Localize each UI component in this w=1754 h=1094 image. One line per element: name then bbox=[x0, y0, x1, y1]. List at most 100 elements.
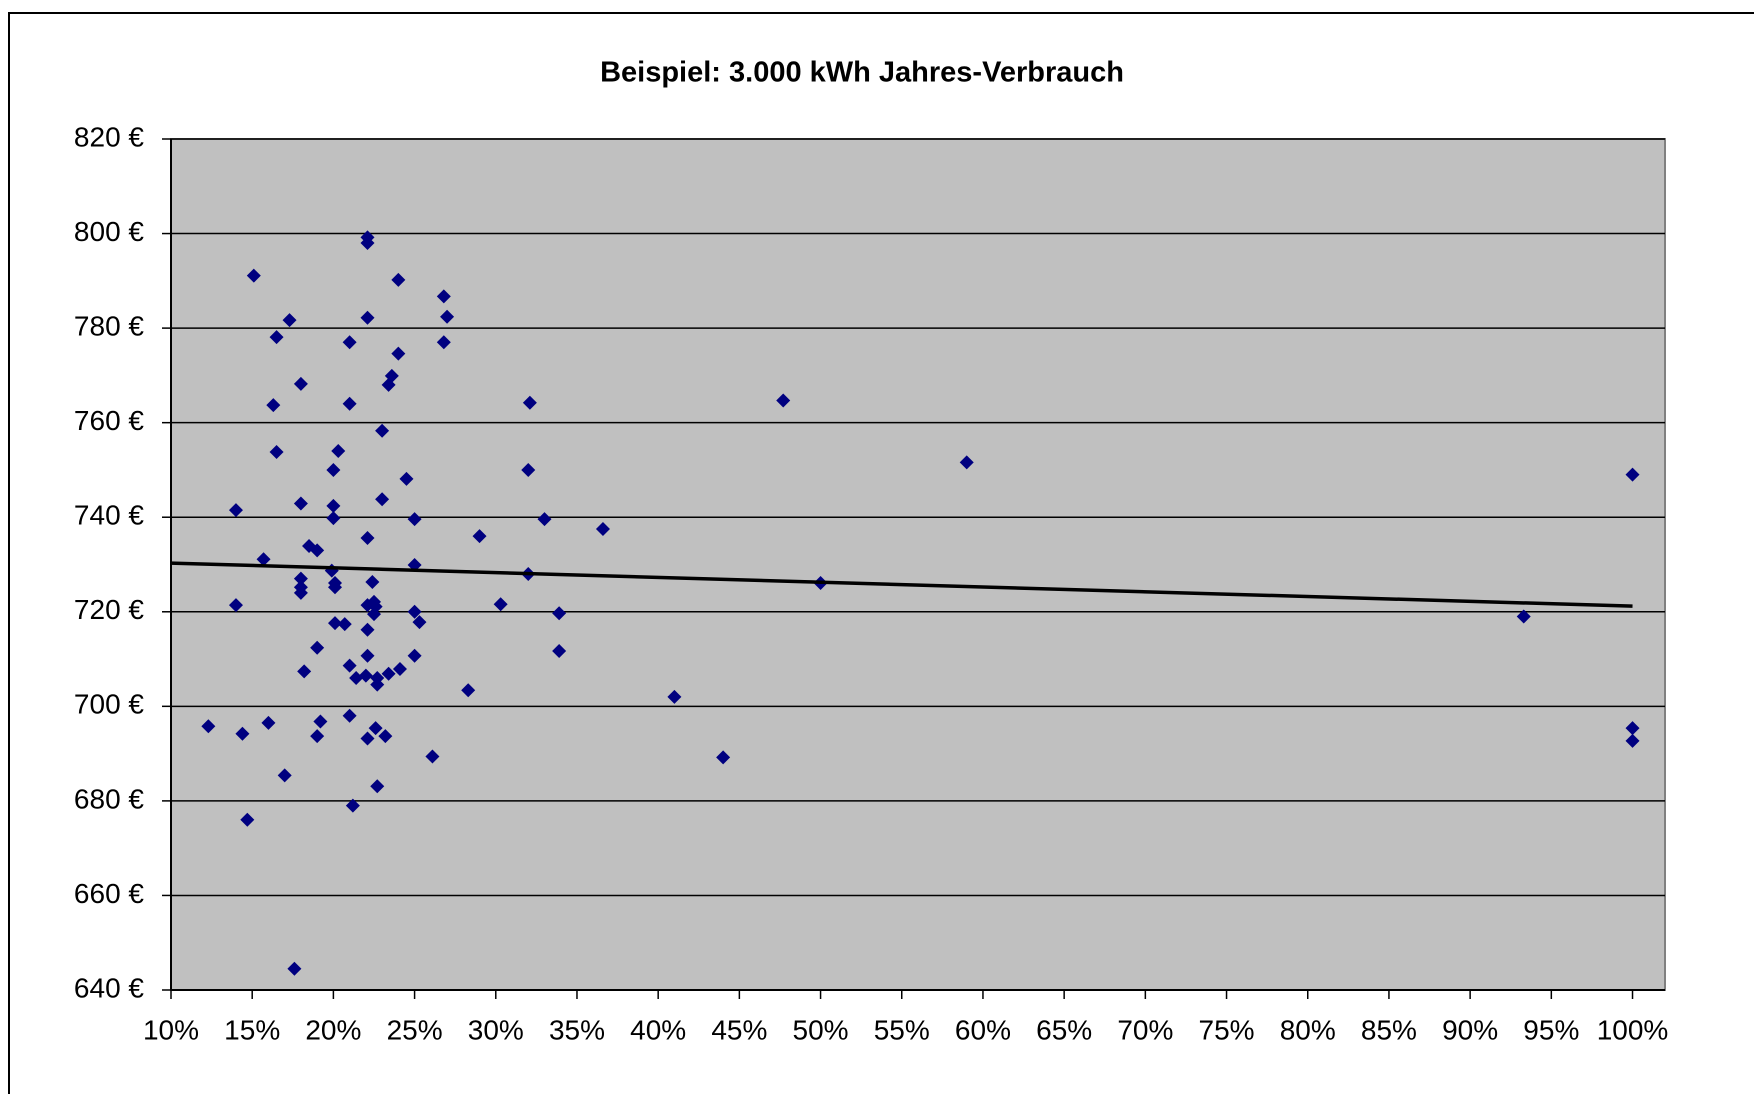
point bbox=[326, 462, 341, 477]
x-tick-label: 45% bbox=[711, 1014, 767, 1045]
point bbox=[269, 444, 284, 459]
point bbox=[326, 498, 341, 513]
point bbox=[537, 512, 552, 527]
point bbox=[412, 615, 427, 630]
point bbox=[360, 622, 375, 637]
point bbox=[440, 309, 455, 324]
point bbox=[342, 658, 357, 673]
point bbox=[358, 668, 373, 683]
point bbox=[370, 677, 385, 692]
point bbox=[521, 462, 536, 477]
y-tick-label: 760 € bbox=[74, 405, 144, 436]
point bbox=[368, 599, 383, 614]
x-tick-label: 95% bbox=[1523, 1014, 1579, 1045]
point bbox=[391, 272, 406, 287]
point bbox=[293, 571, 308, 586]
point bbox=[310, 640, 325, 655]
point bbox=[337, 617, 352, 632]
point bbox=[360, 310, 375, 325]
point bbox=[407, 512, 422, 527]
point bbox=[345, 798, 360, 813]
x-tick-label: 75% bbox=[1199, 1014, 1255, 1045]
y-tick-label: 720 € bbox=[74, 594, 144, 625]
y-tick-label: 820 € bbox=[74, 121, 144, 152]
x-tick-label: 30% bbox=[468, 1014, 524, 1045]
point bbox=[375, 423, 390, 438]
point bbox=[331, 444, 346, 459]
y-tick-label: 700 € bbox=[74, 689, 144, 720]
x-tick-label: 40% bbox=[630, 1014, 686, 1045]
point bbox=[461, 683, 476, 698]
x-tick-label: 65% bbox=[1036, 1014, 1092, 1045]
point bbox=[552, 644, 567, 659]
point bbox=[425, 749, 440, 764]
point bbox=[595, 522, 610, 537]
x-tick-label: 20% bbox=[305, 1014, 361, 1045]
point bbox=[392, 661, 407, 676]
y-tick-label: 780 € bbox=[74, 311, 144, 342]
point bbox=[256, 552, 271, 567]
point bbox=[493, 597, 508, 612]
point bbox=[342, 396, 357, 411]
x-tick-label: 35% bbox=[549, 1014, 605, 1045]
point bbox=[436, 335, 451, 350]
point bbox=[342, 335, 357, 350]
point bbox=[360, 731, 375, 746]
point bbox=[365, 574, 380, 589]
x-tick-label: 25% bbox=[387, 1014, 443, 1045]
x-tick-label: 85% bbox=[1361, 1014, 1417, 1045]
y-tick-label: 640 € bbox=[74, 972, 144, 1003]
point bbox=[667, 689, 682, 704]
point bbox=[201, 719, 216, 734]
point bbox=[436, 289, 451, 304]
x-tick-label: 90% bbox=[1442, 1014, 1498, 1045]
point bbox=[228, 598, 243, 613]
point bbox=[297, 664, 312, 679]
point bbox=[246, 268, 261, 283]
point bbox=[282, 313, 297, 328]
point bbox=[240, 812, 255, 827]
point bbox=[522, 395, 537, 410]
point bbox=[328, 616, 343, 631]
point bbox=[310, 729, 325, 744]
point bbox=[349, 670, 364, 685]
point bbox=[360, 531, 375, 546]
point bbox=[375, 492, 390, 507]
x-tick-label: 80% bbox=[1280, 1014, 1336, 1045]
y-tick-label: 660 € bbox=[74, 878, 144, 909]
point bbox=[1625, 733, 1640, 748]
point bbox=[407, 604, 422, 619]
point bbox=[381, 666, 396, 681]
point bbox=[552, 606, 567, 621]
point bbox=[1625, 467, 1640, 482]
x-tick-label: 10% bbox=[143, 1014, 199, 1045]
x-tick-label: 70% bbox=[1117, 1014, 1173, 1045]
point bbox=[269, 330, 284, 345]
x-tick-label: 100% bbox=[1597, 1014, 1669, 1045]
point bbox=[384, 368, 399, 383]
point bbox=[360, 648, 375, 663]
x-tick-label: 15% bbox=[224, 1014, 280, 1045]
point bbox=[326, 511, 341, 526]
point bbox=[1516, 609, 1531, 624]
point bbox=[310, 543, 325, 558]
x-tick-label: 55% bbox=[874, 1014, 930, 1045]
point bbox=[368, 721, 383, 736]
point bbox=[391, 346, 406, 361]
point bbox=[959, 455, 974, 470]
point bbox=[407, 648, 422, 663]
point bbox=[235, 726, 250, 741]
x-tick-label: 60% bbox=[955, 1014, 1011, 1045]
point bbox=[313, 714, 328, 729]
point bbox=[266, 398, 281, 413]
point bbox=[261, 715, 276, 730]
point bbox=[228, 503, 243, 518]
chart-title: Beispiel: 3.000 kWh Jahres-Verbrauch bbox=[600, 57, 1124, 89]
point bbox=[293, 496, 308, 511]
point bbox=[716, 750, 731, 765]
point bbox=[360, 236, 375, 251]
point bbox=[293, 585, 308, 600]
y-tick-label: 740 € bbox=[74, 500, 144, 531]
point bbox=[472, 529, 487, 544]
